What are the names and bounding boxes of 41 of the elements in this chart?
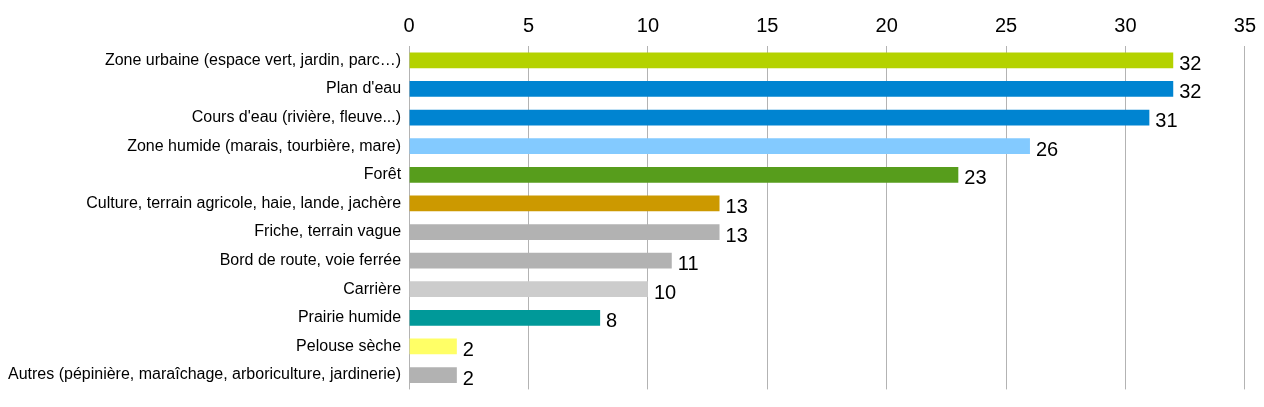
x-tick-label: 25	[994, 13, 1018, 36]
y-tick-label: Carrière	[343, 279, 402, 297]
y-tick-label: Cours d'eau (rivière, fleuve...)	[191, 107, 402, 125]
data-label: 32	[1179, 51, 1202, 74]
data-label: 23	[964, 166, 987, 189]
x-tick-label: 10	[636, 13, 659, 36]
y-tick-label: Culture, terrain agricole, haie, lande, jachère	[86, 193, 402, 211]
y-tick-label: Zone humide (marais, tourbière, mare)	[127, 136, 402, 154]
y-tick-label: Pelouse sèche	[296, 336, 402, 354]
y-tick-label: Zone urbaine (espace vert, jardin, parc…)	[104, 50, 402, 68]
bar	[409, 52, 1174, 69]
data-label: 10	[653, 280, 677, 303]
bar	[409, 195, 720, 212]
bar	[409, 166, 959, 183]
x-tick-label: 35	[1233, 13, 1256, 36]
x-tick-label: 20	[875, 13, 898, 36]
data-label: 2	[462, 366, 474, 389]
bar	[409, 109, 1150, 126]
x-tick-label: 30	[1114, 13, 1137, 36]
x-tick-label: 5	[522, 13, 535, 36]
y-tick-label: Prairie humide	[297, 308, 402, 326]
data-label: 2	[462, 337, 474, 360]
x-tick-label: 15	[756, 13, 779, 36]
data-label: 32	[1179, 80, 1202, 103]
data-label: 11	[677, 252, 699, 275]
y-tick-label: Forêt	[363, 165, 402, 183]
bar	[409, 281, 648, 298]
data-label: 13	[725, 194, 748, 217]
bar	[409, 138, 1030, 155]
data-label: 8	[606, 309, 618, 332]
x-tick-label: 0	[403, 13, 415, 36]
y-tick-label: Plan d'eau	[325, 79, 402, 97]
bar	[409, 338, 457, 355]
data-label: 26	[1035, 137, 1059, 160]
y-tick-label: Bord de route, voie ferrée	[219, 251, 402, 269]
data-label: 13	[725, 223, 748, 246]
bar	[409, 81, 1174, 97]
data-label: 31	[1155, 109, 1178, 132]
y-tick-label: Friche, terrain vague	[254, 222, 402, 240]
y-tick-label: Autres (pépinière, maraîchage, arboriculture, jardinerie)	[8, 365, 402, 383]
bar	[409, 309, 601, 326]
